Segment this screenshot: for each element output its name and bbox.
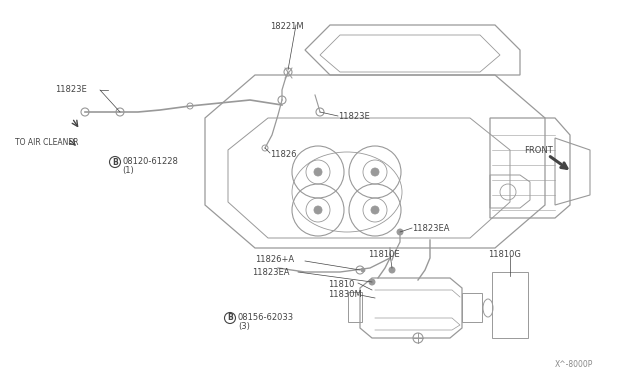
Text: (1): (1) (122, 166, 134, 175)
Text: 11826+A: 11826+A (255, 255, 294, 264)
Circle shape (371, 206, 379, 214)
Text: TO AIR CLEANER: TO AIR CLEANER (15, 138, 79, 147)
Text: 18221M: 18221M (270, 22, 303, 31)
Circle shape (389, 267, 395, 273)
Text: 08120-61228: 08120-61228 (122, 157, 178, 166)
Text: 11810G: 11810G (488, 250, 521, 259)
Text: 11823E: 11823E (338, 112, 370, 121)
Text: 08156-62033: 08156-62033 (238, 313, 294, 322)
Text: B: B (112, 157, 118, 167)
Text: 11826: 11826 (270, 150, 296, 159)
Circle shape (314, 168, 322, 176)
Text: X^-8000P: X^-8000P (555, 360, 593, 369)
Text: 11810: 11810 (328, 280, 355, 289)
Circle shape (371, 168, 379, 176)
Circle shape (369, 279, 375, 285)
Text: 11810E: 11810E (368, 250, 399, 259)
Text: 11830M: 11830M (328, 290, 362, 299)
Circle shape (314, 206, 322, 214)
Circle shape (397, 229, 403, 235)
Text: 11823E: 11823E (55, 85, 87, 94)
Text: FRONT: FRONT (524, 146, 553, 155)
Text: B: B (227, 314, 233, 323)
Circle shape (361, 268, 365, 272)
Text: 11823EA: 11823EA (252, 268, 289, 277)
Text: (3): (3) (238, 322, 250, 331)
Text: 11823EA: 11823EA (412, 224, 449, 233)
